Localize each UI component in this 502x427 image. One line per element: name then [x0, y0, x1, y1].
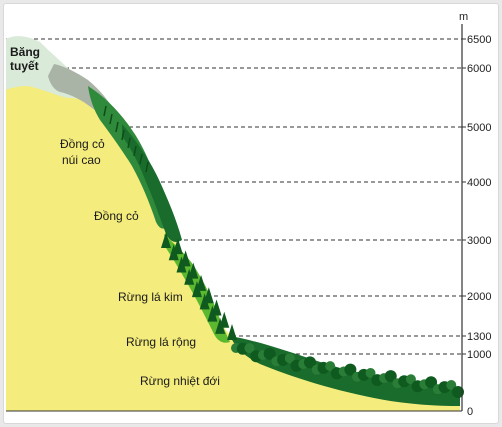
label-broadleaf: Rừng lá rộng — [126, 335, 196, 349]
label-meadow: Đồng cỏ — [94, 209, 139, 223]
broadleaf-tree-icon — [425, 376, 438, 389]
broadleaf-tree-icon — [304, 356, 316, 369]
label-snow-line2: tuyết — [10, 59, 39, 73]
grass-tuft-icon — [133, 145, 137, 157]
grass-tuft-icon — [103, 105, 107, 117]
broadleaf-tree-icon — [446, 380, 457, 391]
broadleaf-tree-icon — [263, 347, 276, 360]
conifer-tree-icon — [168, 244, 179, 261]
altitude-axis: m — [459, 11, 468, 411]
label-alpine-line2: núi cao — [62, 153, 101, 167]
conifer-tree-icon — [191, 281, 202, 298]
tick-6500: 6500 — [467, 34, 491, 46]
broadleaf-tree-icon — [365, 367, 376, 378]
tick-0: 0 — [467, 406, 473, 418]
grass-tuft-icon — [127, 137, 131, 149]
broadleaf-tree-icon — [384, 370, 397, 383]
label-tropical: Rừng nhiệt đới — [140, 374, 220, 388]
conifer-tree-icon — [199, 293, 210, 310]
tick-3000: 3000 — [467, 235, 491, 247]
grass-tuft-icon — [121, 129, 125, 141]
broadleaf-tree-icon — [284, 353, 295, 364]
label-alpine-line1: Đồng cỏ — [60, 137, 105, 151]
broadleaf-tree-icon — [405, 374, 416, 385]
conifer-tree-icon — [161, 232, 171, 248]
broadleaf-tree-icon — [344, 363, 357, 376]
label-snow-line1: Băng — [10, 45, 40, 59]
meadow-zone — [122, 124, 182, 242]
conifer-tree-icon — [227, 324, 237, 340]
mountain-vegetation-diagram: m 6500 6000 5000 4000 3000 2000 1300 100… — [6, 11, 491, 418]
broadleaf-tree-icon — [244, 343, 255, 354]
tick-1000: 1000 — [467, 349, 491, 361]
tick-2000: 2000 — [467, 291, 491, 303]
alpine-meadow-zone — [88, 86, 168, 229]
conifer-tree-icon — [184, 268, 195, 285]
mountain-ground — [6, 65, 460, 412]
tree-symbols — [103, 105, 464, 398]
broadleaf-tree-icon — [325, 361, 336, 372]
broadleaf-tree-icon — [452, 386, 464, 398]
diagram-frame: m 6500 6000 5000 4000 3000 2000 1300 100… — [3, 3, 499, 424]
conifer-tree-icon — [215, 317, 226, 334]
axis-unit: m — [459, 11, 468, 23]
tick-labels: 6500 6000 5000 4000 3000 2000 1300 1000 … — [462, 34, 491, 418]
zone-labels: Băng tuyết Đồng cỏ núi cao Đồng cỏ Rừng … — [10, 45, 220, 388]
conifer-tree-icon — [176, 256, 187, 273]
grass-tuft-icon — [139, 153, 143, 165]
grass-tuft-icon — [145, 161, 149, 173]
label-conifer: Rừng lá kim — [118, 290, 183, 304]
tick-4000: 4000 — [467, 177, 491, 189]
conifer-tree-icon — [207, 305, 218, 322]
tick-5000: 5000 — [467, 122, 491, 134]
grass-tuft-icon — [109, 113, 113, 125]
tick-6000: 6000 — [467, 63, 491, 75]
grass-tuft-icon — [115, 121, 119, 133]
tick-1300: 1300 — [467, 331, 491, 343]
